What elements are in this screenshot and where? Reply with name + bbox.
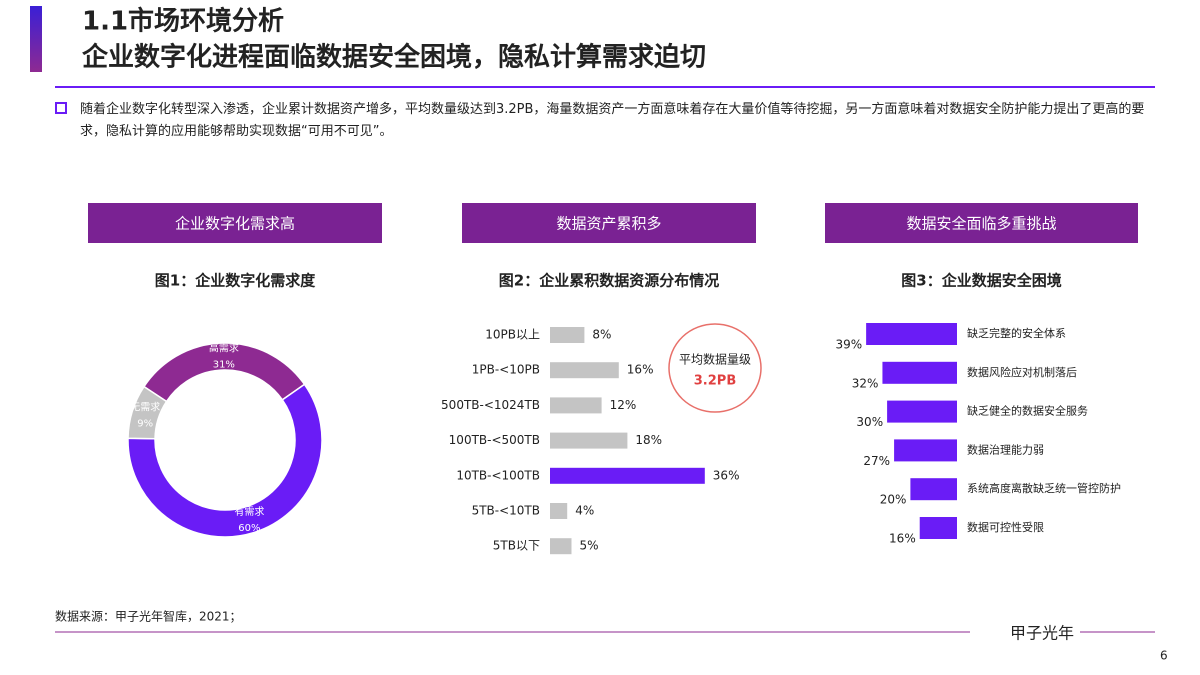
value-label: 36% (713, 468, 740, 482)
bar (866, 323, 957, 345)
slice-label: 有需求 (234, 505, 264, 518)
value-label: 20% (880, 493, 907, 507)
bar (550, 432, 628, 449)
panel-header (462, 203, 756, 243)
slice-value: 31% (213, 360, 235, 371)
section-title: 1.1市场环境分析 (82, 6, 284, 37)
value-label: 16% (889, 532, 916, 546)
bar (910, 478, 957, 501)
category-label: 5TB以下 (493, 539, 540, 553)
slice-label: 高需求 (209, 342, 239, 355)
panel-header (825, 203, 1138, 243)
category-label: 缺乏健全的数据安全服务 (967, 404, 1088, 418)
annotation-label: 平均数据量级 (679, 352, 751, 367)
category-label: 100TB-<500TB (449, 433, 540, 447)
category-label: 数据风险应对机制落后 (967, 365, 1077, 379)
slice-value: 60% (238, 523, 260, 534)
donut-slice (127, 383, 323, 538)
category-label: 10PB以上 (485, 328, 540, 342)
category-label: 系统高度离散缺乏统一管控防护 (967, 481, 1121, 495)
source: 数据来源：甲子光年智库，2021； (55, 609, 242, 624)
bar (550, 503, 568, 519)
summary: 随着企业数字化转型深入渗透，企业累计数据资产增多，平均数量级达到3.2PB，海量… (80, 102, 1145, 139)
chart-title: 图3：企业数据安全困境 (901, 272, 1061, 290)
bullet (55, 102, 67, 114)
value-label: 16% (627, 363, 654, 377)
bar (550, 538, 572, 555)
bar (550, 362, 619, 379)
panel-title: 数据安全面临多重挑战 (906, 215, 1056, 233)
category-label: 500TB-<1024TB (441, 398, 540, 412)
category-label: 数据治理能力弱 (967, 442, 1044, 456)
category-label: 1PB-<10PB (472, 363, 540, 377)
logo: 甲子光年 (1010, 624, 1074, 643)
bar (550, 397, 602, 414)
category-label: 缺乏完整的安全体系 (967, 326, 1066, 340)
value-label: 4% (575, 504, 594, 518)
annotation-value: 3.2PB (694, 374, 736, 389)
category-label: 数据可控性受限 (967, 520, 1044, 534)
accent-bar (30, 6, 42, 72)
value-label: 30% (856, 415, 883, 429)
chart-title: 图2：企业累积数据资源分布情况 (499, 272, 719, 290)
bar (882, 361, 957, 384)
page-number: 6 (1160, 649, 1168, 663)
value-label: 32% (852, 376, 879, 390)
slice-value: 9% (137, 418, 153, 429)
bar (550, 327, 585, 343)
slice-label: 无需求 (130, 401, 160, 413)
category-label: 5TB-<10TB (472, 504, 540, 518)
value-label: 39% (835, 338, 862, 352)
value-label: 5% (580, 539, 599, 553)
value-label: 8% (592, 328, 611, 342)
donut-slice (127, 385, 168, 440)
chart-title: 图1：企业数字化需求度 (155, 272, 316, 290)
panel-title: 数据资产累积多 (556, 215, 661, 233)
value-label: 27% (863, 454, 890, 468)
category-label: 10TB-<100TB (456, 468, 540, 482)
bar (887, 400, 957, 423)
annotation-circle (668, 323, 762, 413)
bar (550, 467, 705, 484)
panel-title: 企业数字化需求高 (175, 215, 295, 233)
bar (919, 517, 957, 539)
value-label: 18% (635, 433, 662, 447)
panel-header (88, 203, 382, 243)
value-label: 12% (610, 398, 637, 412)
slide-title: 企业数字化进程面临数据安全困境，隐私计算需求迫切 (82, 42, 706, 73)
bar (894, 439, 957, 462)
